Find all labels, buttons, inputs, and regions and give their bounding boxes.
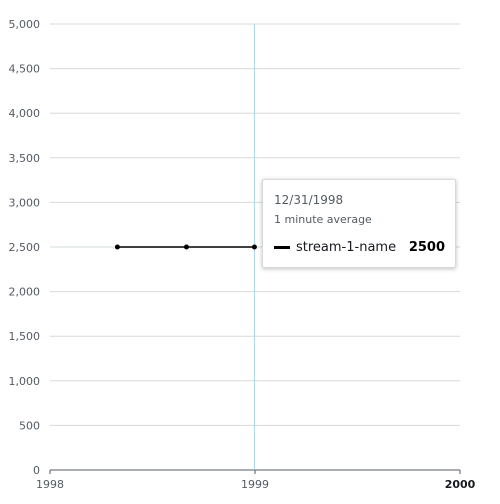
x-tick-label: 1998 — [36, 478, 64, 491]
y-tick-label: 4,000 — [9, 107, 41, 120]
y-tick-label: 2,000 — [9, 286, 41, 299]
data-point — [183, 244, 189, 250]
data-point — [251, 244, 257, 250]
series-swatch-icon — [274, 245, 290, 249]
y-tick-label: 4,500 — [9, 63, 41, 76]
y-tick-label: 5,000 — [9, 18, 41, 31]
y-tick-label: 3,500 — [9, 152, 41, 165]
y-tick-label: 1,500 — [9, 330, 41, 343]
data-tooltip: 12/31/1998 1 minute average stream-1-nam… — [262, 179, 456, 268]
x-tick-label: 1999 — [241, 478, 269, 491]
y-tick-label: 0 — [33, 464, 40, 477]
y-tick-label: 1,000 — [9, 375, 41, 388]
tooltip-series-row: stream-1-name 2500 — [274, 238, 445, 256]
data-point — [114, 244, 120, 250]
y-tick-label: 3,000 — [9, 196, 41, 209]
x-tick-label: 2000 — [445, 478, 476, 491]
tooltip-date: 12/31/1998 — [274, 193, 344, 207]
tooltip-statistic: 1 minute average — [274, 213, 372, 226]
tooltip-series-value: 2500 — [408, 239, 445, 255]
y-tick-label: 2,500 — [9, 241, 41, 254]
y-tick-label: 500 — [19, 419, 40, 432]
tooltip-series-name: stream-1-name — [296, 239, 397, 255]
